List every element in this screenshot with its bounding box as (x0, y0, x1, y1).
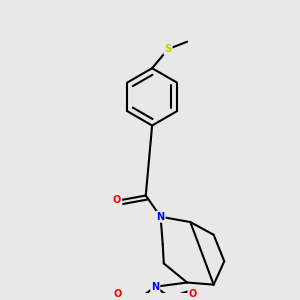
Text: O: O (188, 289, 197, 299)
Text: S: S (164, 44, 172, 54)
Text: N: N (157, 212, 165, 222)
Text: O: O (114, 289, 122, 299)
Text: O: O (113, 195, 121, 205)
Text: N: N (151, 282, 159, 292)
